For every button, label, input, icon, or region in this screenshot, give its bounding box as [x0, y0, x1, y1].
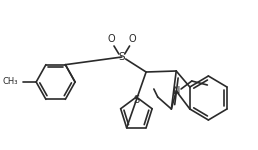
Text: N: N [173, 86, 180, 96]
Text: S: S [133, 95, 139, 105]
Text: O: O [107, 34, 115, 44]
Text: S: S [118, 52, 125, 62]
Text: CH₃: CH₃ [2, 78, 18, 87]
Text: O: O [129, 34, 136, 44]
